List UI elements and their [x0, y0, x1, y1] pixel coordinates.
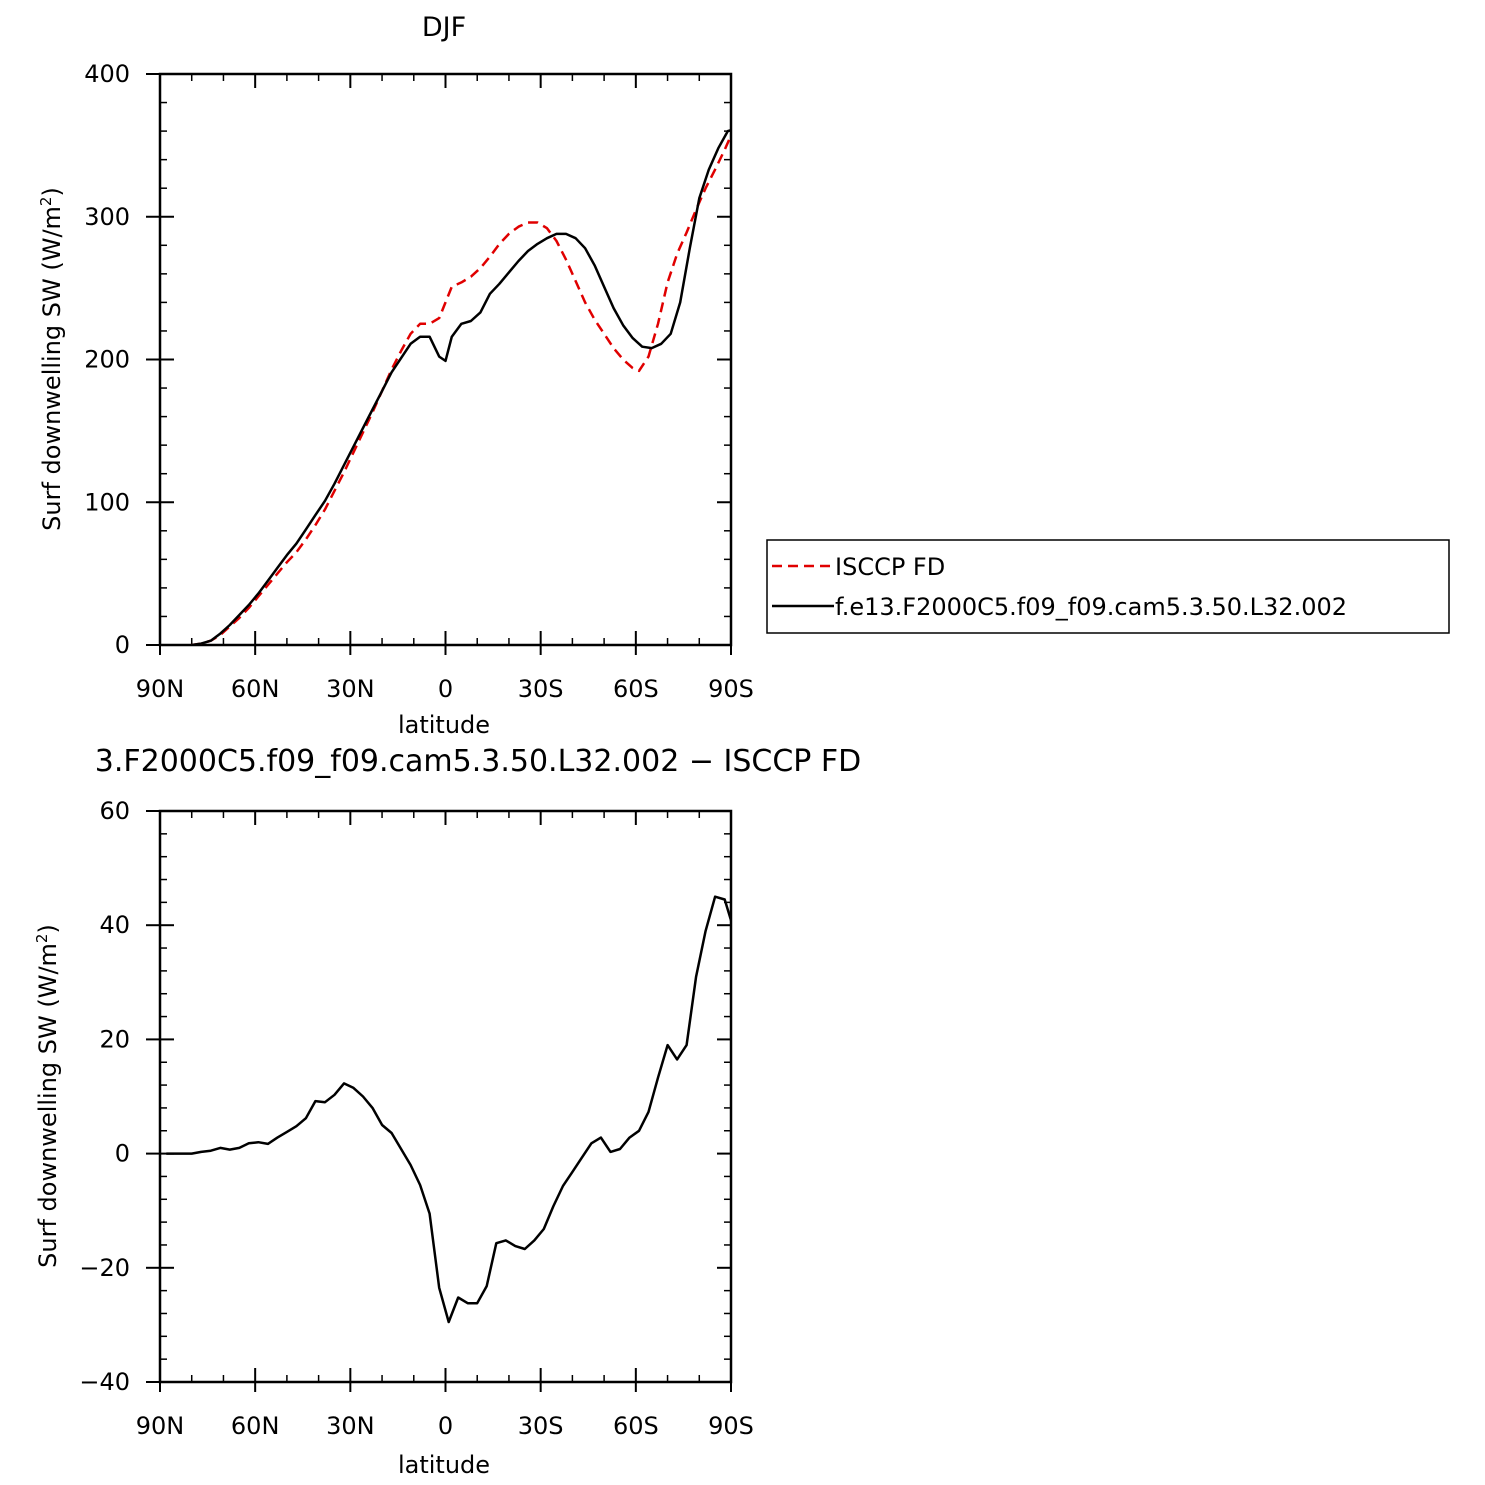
- bottom-x-tick-label: 60N: [231, 1412, 280, 1440]
- top-chart-title: DJF: [422, 12, 466, 43]
- top-y-axis-label-text: Surf downwelling SW (W/m: [38, 206, 66, 531]
- top-y-axis-label-superscript: 2: [37, 197, 55, 207]
- bottom-x-tick-label: 0: [438, 1412, 453, 1440]
- bottom-y-axis-label-close: ): [34, 924, 62, 933]
- top-x-tick-label: 0: [438, 675, 453, 703]
- top-series-line-1: [191, 128, 731, 645]
- bottom-y-axis-label-superscript: 2: [33, 934, 51, 944]
- bottom-y-tick-label: 20: [99, 1025, 130, 1053]
- top-x-tick-label: 90S: [708, 675, 754, 703]
- bottom-y-tick-label: −20: [79, 1254, 130, 1282]
- bottom-x-axis-label: latitude: [398, 1451, 490, 1479]
- top-y-tick-label: 400: [84, 60, 130, 88]
- bottom-series-line-0: [166, 895, 731, 1324]
- bottom-y-tick-label: 0: [115, 1140, 130, 1168]
- top-x-tick-label: 90N: [136, 675, 185, 703]
- bottom-y-tick-label: −40: [79, 1368, 130, 1396]
- bottom-y-axis-label: Surf downwelling SW (W/m2): [33, 924, 62, 1268]
- top-panel: DJF latitude Surf downwelling SW (W/m2) …: [37, 12, 754, 739]
- top-x-axis-label: latitude: [398, 711, 490, 739]
- top-x-tick-label: 60S: [613, 675, 659, 703]
- top-series-line-0: [191, 134, 731, 645]
- bottom-y-tick-label: 40: [99, 911, 130, 939]
- legend-label-isccp: ISCCP FD: [835, 553, 945, 581]
- top-x-tick-label: 30N: [326, 675, 375, 703]
- top-y-axis-label-close: ): [38, 187, 66, 196]
- bottom-x-tick-label: 30S: [518, 1412, 564, 1440]
- bottom-plot-frame: [158, 809, 733, 1384]
- bottom-y-tick-label: 60: [99, 797, 130, 825]
- top-y-tick-label: 100: [84, 488, 130, 516]
- bottom-chart-title: 3.F2000C5.f09_f09.cam5.3.50.L32.002 − IS…: [95, 744, 862, 779]
- bottom-x-tick-label: 30N: [326, 1412, 375, 1440]
- bottom-x-tick-label: 60S: [613, 1412, 659, 1440]
- top-y-tick-label: 300: [84, 203, 130, 231]
- top-y-tick-label: 0: [115, 631, 130, 659]
- bottom-x-tick-label: 90S: [708, 1412, 754, 1440]
- legend: ISCCP FD f.e13.F2000C5.f09_f09.cam5.3.50…: [766, 539, 1450, 634]
- top-y-axis-label: Surf downwelling SW (W/m2): [37, 187, 66, 531]
- top-x-tick-label: 60N: [231, 675, 280, 703]
- legend-label-model: f.e13.F2000C5.f09_f09.cam5.3.50.L32.002: [835, 593, 1347, 621]
- top-y-tick-label: 200: [84, 346, 130, 374]
- bottom-x-tick-label: 90N: [136, 1412, 185, 1440]
- top-x-tick-label: 30S: [518, 675, 564, 703]
- bottom-y-axis-label-text: Surf downwelling SW (W/m: [34, 943, 62, 1268]
- legend-box: [766, 539, 1450, 634]
- bottom-panel: 3.F2000C5.f09_f09.cam5.3.50.L32.002 − IS…: [33, 744, 861, 1479]
